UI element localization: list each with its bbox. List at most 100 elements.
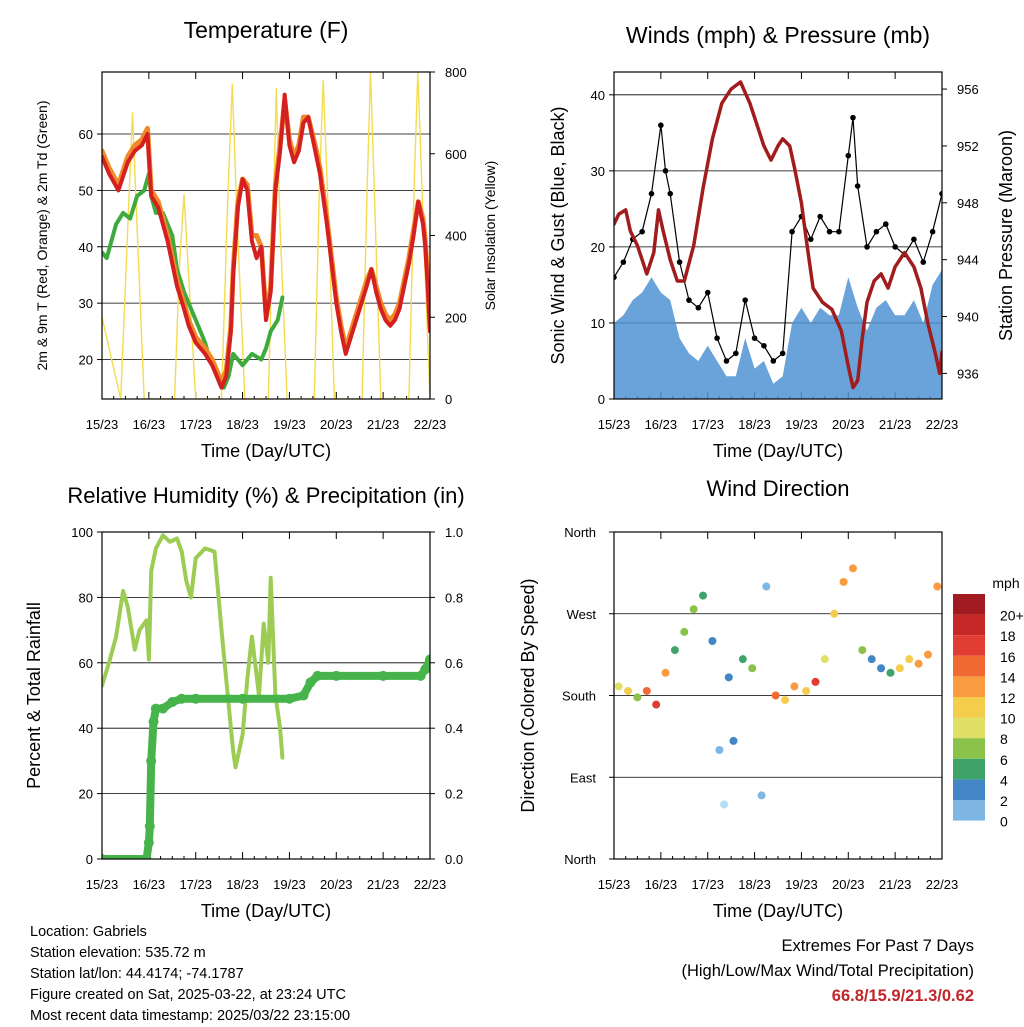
y-tick-label: 60	[79, 656, 93, 671]
humidity-series-line	[102, 533, 285, 770]
y-axis-label: Direction (Colored By Speed)	[518, 578, 538, 812]
direction-point	[933, 582, 942, 591]
direction-point	[748, 664, 757, 673]
direction-point	[877, 664, 886, 673]
legend-label: 14	[1000, 669, 1016, 685]
x-tick-label: 15/23	[86, 877, 119, 892]
y-tick-label: 0	[86, 852, 93, 867]
legend-label: 8	[1000, 731, 1008, 747]
precip-point	[102, 854, 107, 859]
x-tick-label: 20/23	[832, 877, 865, 892]
y2-tick-label: 940	[957, 310, 979, 325]
speed-legend: mph 20+ 18 16 14 12 10 8 6 4 2 0	[953, 575, 1024, 830]
y-tick-label: North	[564, 852, 596, 867]
direction-point	[895, 664, 904, 673]
x-tick-label: 19/23	[785, 877, 818, 892]
y-tick-label: 80	[79, 590, 93, 605]
direction-point	[724, 673, 733, 682]
x-axis-label: Time (Day/UTC)	[713, 901, 843, 921]
direction-point	[790, 682, 799, 691]
x-tick-label: 22/23	[414, 877, 447, 892]
direction-point	[914, 659, 923, 668]
legend-label: 16	[1000, 649, 1016, 665]
chart-title: Wind Direction	[706, 476, 849, 501]
direction-point	[652, 700, 661, 709]
legend-swatch	[953, 758, 985, 780]
station-location: Location: Gabriels	[30, 924, 147, 940]
x-tick-label: 19/23	[273, 877, 306, 892]
precip-point	[148, 716, 159, 727]
direction-point	[670, 646, 679, 655]
figure-created: Figure created on Sat, 2025-03-22, at 23…	[30, 987, 346, 1003]
dewpoint-series-line	[102, 171, 285, 390]
legend-label: 0	[1000, 814, 1008, 830]
precip-point	[425, 654, 430, 665]
y2-tick-label: 1.0	[445, 525, 463, 540]
y-tick-label: 40	[591, 88, 605, 103]
y2-tick-label: 936	[957, 366, 979, 381]
precip-point	[305, 677, 316, 688]
winds-pressure-chart: Winds (mph) & Pressure (mb) Time (Day/UTC…	[548, 22, 1016, 461]
y-tick-label: North	[564, 525, 596, 540]
temperature-chart: Temperature (F) Time (Day/UTC) 15/23 16/23 1…	[34, 17, 498, 461]
direction-point	[811, 677, 820, 686]
precip-point	[176, 693, 187, 704]
direction-point	[858, 646, 867, 655]
x-tick-label: 22/23	[926, 417, 959, 432]
legend-swatch	[953, 635, 985, 656]
legend-label: 20+	[1000, 608, 1024, 624]
precip-point	[190, 693, 201, 704]
x-tick-label: 21/23	[367, 417, 400, 432]
y2-tick-label: 0	[445, 392, 452, 407]
plot-border	[613, 531, 943, 860]
direction-point	[820, 655, 829, 664]
y-tick-label: 50	[79, 183, 93, 198]
chart-title: Relative Humidity (%) & Precipitation (i…	[67, 483, 464, 508]
y-tick-label: 20	[79, 353, 93, 368]
y2-tick-label: 948	[957, 196, 979, 211]
x-tick-label: 19/23	[785, 417, 818, 432]
temp-9m-series-line	[102, 97, 430, 385]
x-tick-label: 16/23	[133, 417, 166, 432]
x-axis-label: Time (Day/UTC)	[201, 441, 331, 461]
pressure-series-line	[614, 80, 942, 390]
y2-tick-label: 400	[445, 229, 467, 244]
direction-point	[633, 693, 642, 702]
station-elevation: Station elevation: 535.72 m	[30, 945, 206, 961]
legend-label: 4	[1000, 772, 1008, 788]
legend-label: 18	[1000, 628, 1016, 644]
x-tick-label: 21/23	[879, 877, 912, 892]
precip-point	[157, 703, 168, 714]
direction-point	[699, 591, 708, 600]
plot-border	[613, 71, 943, 400]
legend-label: 10	[1000, 711, 1016, 727]
x-tick-label: 17/23	[179, 877, 212, 892]
temp-2m-series-line	[102, 92, 430, 390]
direction-point	[757, 791, 766, 800]
wind-direction-chart: Wind Direction Time (Day/UTC) 15/23 16/23 17…	[518, 476, 958, 921]
x-tick-label: 20/23	[320, 877, 353, 892]
direction-point	[624, 686, 633, 695]
precip-point	[312, 670, 323, 681]
x-tick-label: 18/23	[226, 877, 259, 892]
direction-point	[830, 609, 839, 618]
direction-point	[802, 686, 811, 695]
precip-point	[150, 703, 161, 714]
y-tick-label: 0	[598, 392, 605, 407]
y2-tick-label: 0.0	[445, 852, 463, 867]
wind-series-area	[614, 269, 942, 399]
y2-tick-label: 0.6	[445, 656, 463, 671]
x-tick-label: 21/23	[879, 417, 912, 432]
direction-point	[689, 605, 698, 614]
legend-swatch	[953, 697, 985, 718]
x-tick-label: 22/23	[414, 417, 447, 432]
plot-border	[101, 531, 431, 860]
y2-axis-label: Solar Insolation (Yellow)	[482, 161, 498, 311]
y-axis-label: Percent & Total Rainfall	[24, 602, 44, 789]
direction-point	[848, 564, 857, 573]
x-tick-label: 16/23	[133, 877, 166, 892]
direction-point	[715, 746, 724, 754]
direction-point	[839, 577, 848, 586]
precip-point	[144, 821, 155, 832]
